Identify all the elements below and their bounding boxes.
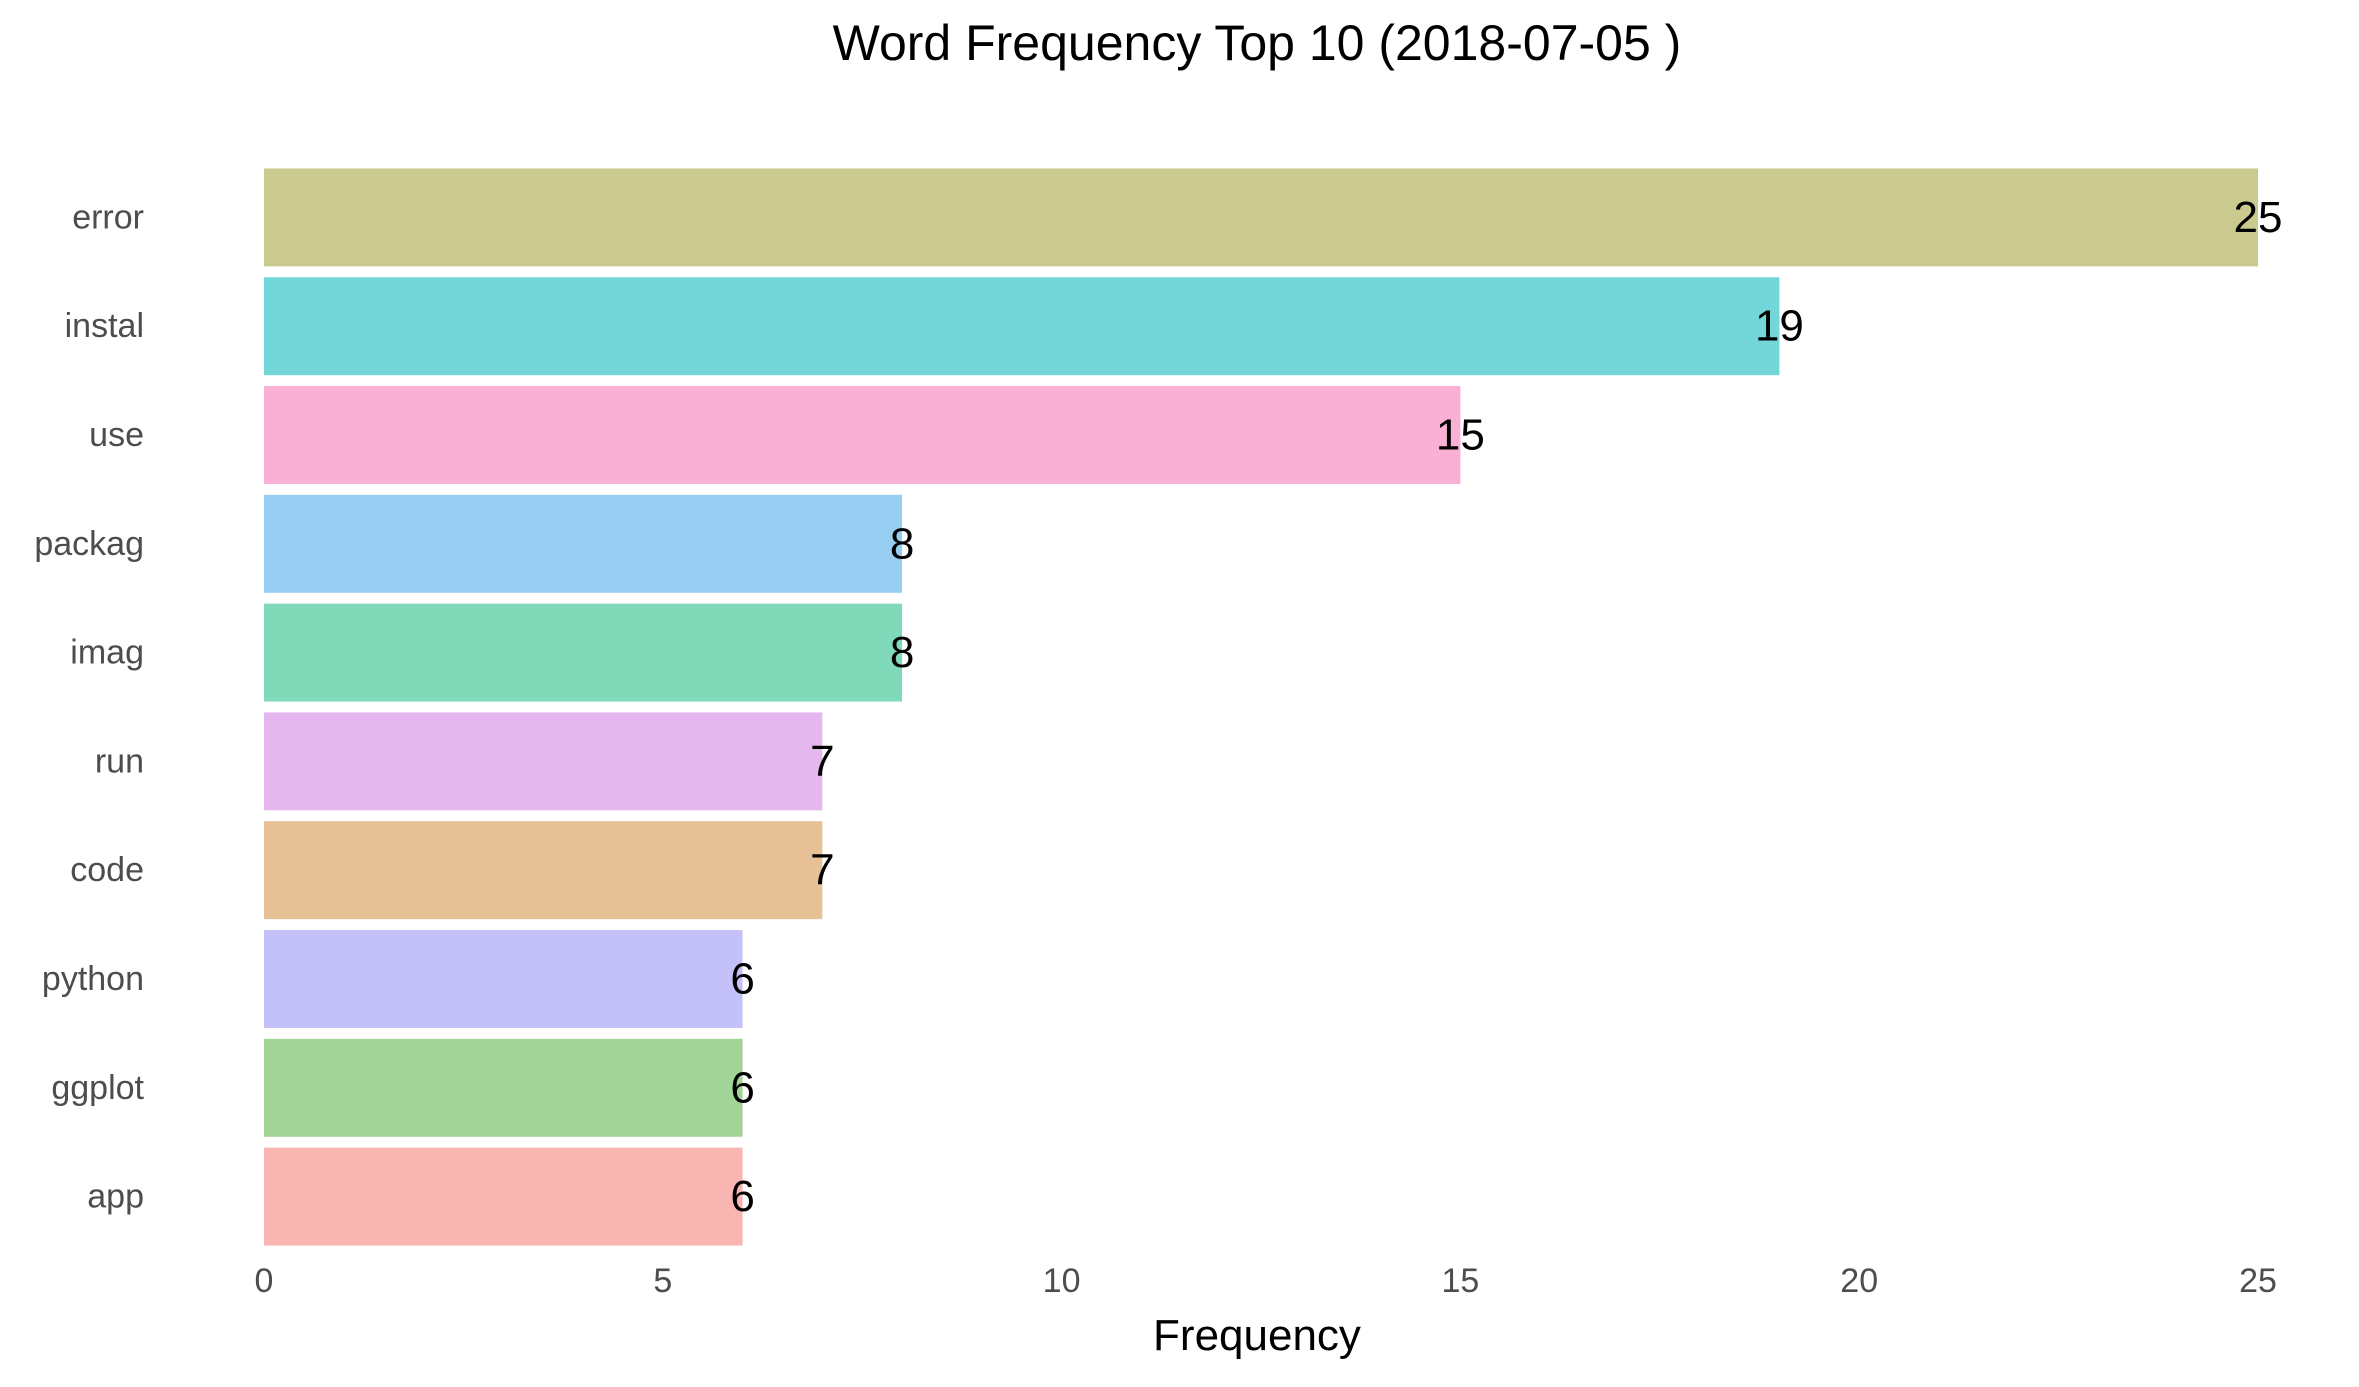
x-tick-label-0: 0: [255, 1262, 274, 1300]
value-labels: 25 19 15 8 8 7 7 6 6 6: [730, 193, 2282, 1221]
bar-code: [264, 821, 823, 920]
category-label-use: use: [89, 416, 144, 454]
bar-use: [264, 386, 1461, 484]
bar-error: [264, 168, 2258, 267]
bar-run: [264, 712, 823, 811]
category-label-python: python: [42, 960, 144, 998]
x-tick-label-10: 10: [1043, 1262, 1081, 1300]
value-label-run: 7: [810, 737, 834, 786]
value-label-python: 6: [730, 955, 754, 1004]
bars-layer: [264, 168, 2258, 1246]
x-tick-label-20: 20: [1840, 1262, 1878, 1300]
x-tick-label-25: 25: [2239, 1262, 2277, 1300]
bar-ggplot: [264, 1038, 743, 1137]
x-axis-ticks: 0 5 10 15 20 25: [255, 1262, 2277, 1300]
value-label-app: 6: [730, 1172, 754, 1221]
category-label-run: run: [95, 742, 144, 780]
bar-python: [264, 930, 743, 1028]
chart-title: Word Frequency Top 10 (2018-07-05 ): [833, 15, 1682, 71]
x-tick-label-15: 15: [1441, 1262, 1479, 1300]
value-label-packag: 8: [890, 519, 914, 568]
value-label-error: 25: [2234, 193, 2283, 242]
category-label-packag: packag: [34, 525, 144, 563]
category-label-error: error: [72, 198, 144, 236]
bar-instal: [264, 277, 1780, 376]
category-label-app: app: [87, 1178, 144, 1216]
x-tick-label-5: 5: [653, 1262, 672, 1300]
value-label-imag: 8: [890, 628, 914, 677]
x-axis-title: Frequency: [1153, 1311, 1361, 1360]
bar-packag: [264, 494, 903, 593]
bar-imag: [264, 603, 903, 702]
value-label-ggplot: 6: [730, 1063, 754, 1112]
category-label-instal: instal: [65, 307, 144, 345]
category-labels: error instal use packag imag run code python ggp…: [34, 198, 144, 1215]
value-label-use: 15: [1436, 411, 1485, 460]
category-label-code: code: [70, 851, 144, 889]
category-label-ggplot: ggplot: [51, 1069, 144, 1107]
bar-app: [264, 1147, 743, 1246]
category-label-imag: imag: [70, 634, 144, 672]
value-label-code: 7: [810, 846, 834, 895]
value-label-instal: 19: [1755, 302, 1804, 351]
